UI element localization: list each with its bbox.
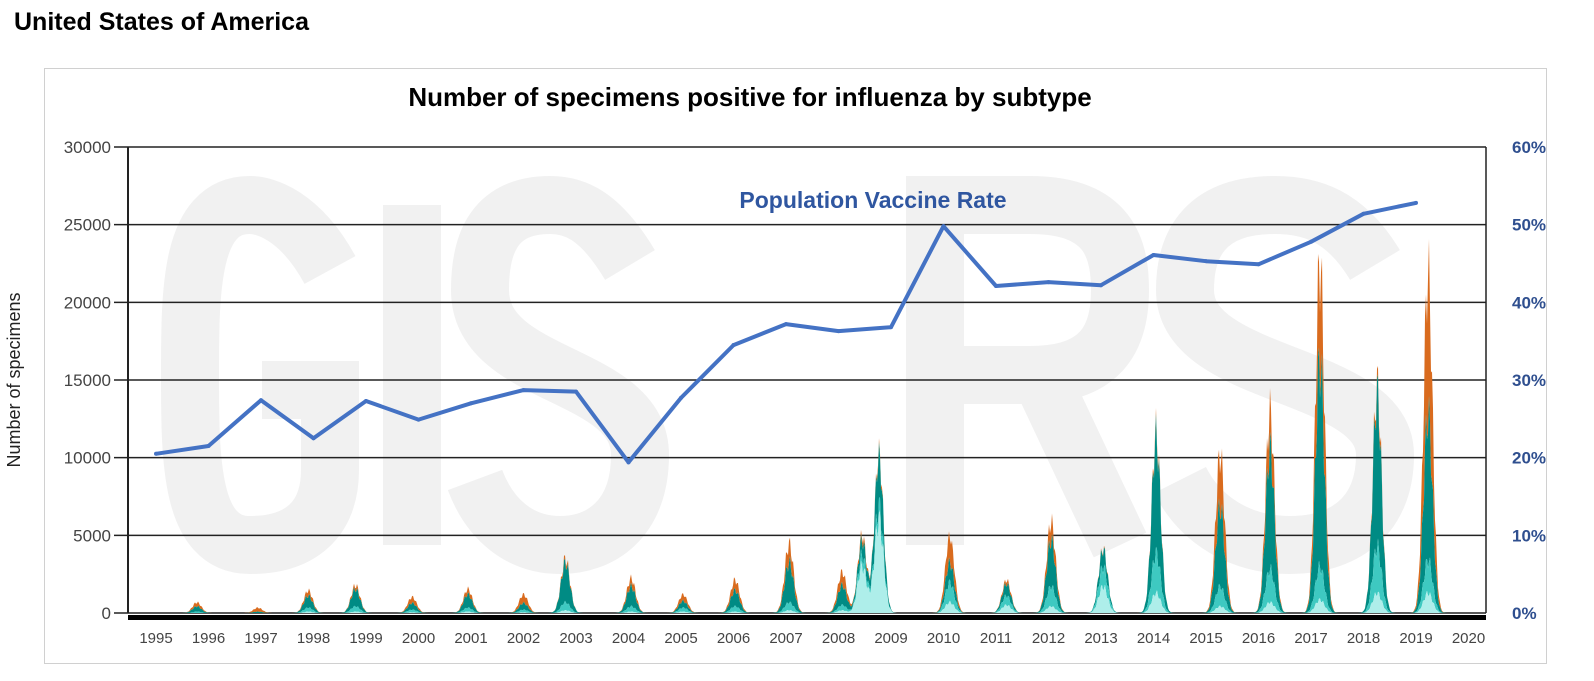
x-tick-label: 2002 (507, 630, 540, 647)
x-tick-label: 2006 (717, 630, 750, 647)
x-tick-label: 2013 (1084, 630, 1117, 647)
x-tick-label: 1998 (297, 630, 330, 647)
x-tick-label: 2018 (1347, 630, 1380, 647)
x-tick-label: 2004 (612, 630, 645, 647)
vaccine-rate-point (521, 388, 526, 393)
y-tick-label: 25000 (64, 216, 111, 235)
vaccine-rate-point (469, 401, 473, 406)
vaccine-rate-point (679, 395, 683, 400)
x-tick-label: 1995 (139, 630, 172, 647)
x-tick-label: 1999 (349, 630, 382, 647)
y-tick-label: 0 (102, 604, 111, 623)
y2-tick-label: 30% (1512, 371, 1546, 390)
x-tick-label: 2014 (1137, 630, 1170, 647)
x-tick-label: 2003 (559, 630, 592, 647)
vaccine-rate-point (836, 329, 841, 334)
watermark-letter-s-2 (1154, 175, 1415, 575)
vaccine-rate-point (259, 398, 263, 403)
y-tick-label: 20000 (64, 293, 111, 312)
vaccine-rate-point (416, 417, 421, 422)
y2-tick-label: 60% (1512, 138, 1546, 157)
vaccine-rate-point (994, 284, 998, 289)
x-tick-label: 2011 (980, 630, 1012, 647)
vaccine-rate-point (1309, 239, 1313, 244)
x-tick-label: 2016 (1242, 630, 1275, 647)
x-tick-label: 1996 (192, 630, 225, 647)
vaccine-rate-point (206, 444, 211, 449)
x-tick-label: 2007 (769, 630, 802, 647)
vaccine-rate-point (1151, 252, 1156, 257)
vaccine-rate-point (1256, 262, 1261, 267)
x-tick-label: 1997 (244, 630, 277, 647)
vaccine-rate-point (154, 451, 158, 456)
y-axis-label: Number of specimens (4, 292, 24, 467)
x-tick-label: 2015 (1189, 630, 1222, 647)
x-tick-label: 2017 (1294, 630, 1327, 647)
gisrs-watermark (160, 175, 1415, 575)
x-axis-bar (128, 615, 1486, 620)
x-tick-label: 2012 (1032, 630, 1065, 647)
y2-tick-label: 50% (1512, 216, 1546, 235)
vaccine-rate-point (941, 224, 946, 229)
vaccine-rate-point (889, 325, 893, 330)
vaccine-rate-point (364, 398, 368, 403)
vaccine-rate-point (784, 322, 788, 327)
chart-title: Number of specimens positive for influen… (408, 82, 1091, 112)
x-tick-label: 2020 (1452, 630, 1485, 647)
y-tick-label: 10000 (64, 449, 111, 468)
watermark-letter-g (160, 175, 359, 575)
vaccine-rate-point (1099, 283, 1103, 288)
chart-frame (44, 68, 1547, 664)
x-tick-label: 2009 (874, 630, 907, 647)
x-tick-label: 2001 (454, 630, 487, 647)
vaccine-rate-point (574, 389, 578, 394)
y2-tick-label: 0% (1512, 604, 1537, 623)
y2-tick-label: 20% (1512, 449, 1546, 468)
page-title: United States of America (14, 8, 309, 36)
y-tick-label: 15000 (64, 371, 111, 390)
y-tick-label: 5000 (73, 526, 111, 545)
x-tick-label: 2019 (1399, 630, 1432, 647)
y2-tick-label: 10% (1512, 526, 1546, 545)
watermark-letter-s (447, 175, 670, 575)
vaccine-rate-point (1361, 211, 1366, 216)
vaccine-rate-annotation: Population Vaccine Rate (739, 187, 1006, 213)
vaccine-rate-point (1414, 200, 1418, 205)
vaccine-rate-point (1046, 280, 1051, 285)
x-tick-label: 2010 (927, 630, 960, 647)
x-tick-label: 2005 (664, 630, 697, 647)
x-tick-label: 2000 (402, 630, 435, 647)
vaccine-rate-point (311, 436, 316, 441)
watermark-letter-r (906, 176, 1150, 558)
vaccine-rate-point (626, 460, 631, 465)
vaccine-rate-point (1204, 259, 1208, 264)
x-tick-label: 2008 (822, 630, 855, 647)
y2-tick-label: 40% (1512, 293, 1546, 312)
vaccine-rate-point (731, 343, 736, 348)
y-tick-label: 30000 (64, 138, 111, 157)
